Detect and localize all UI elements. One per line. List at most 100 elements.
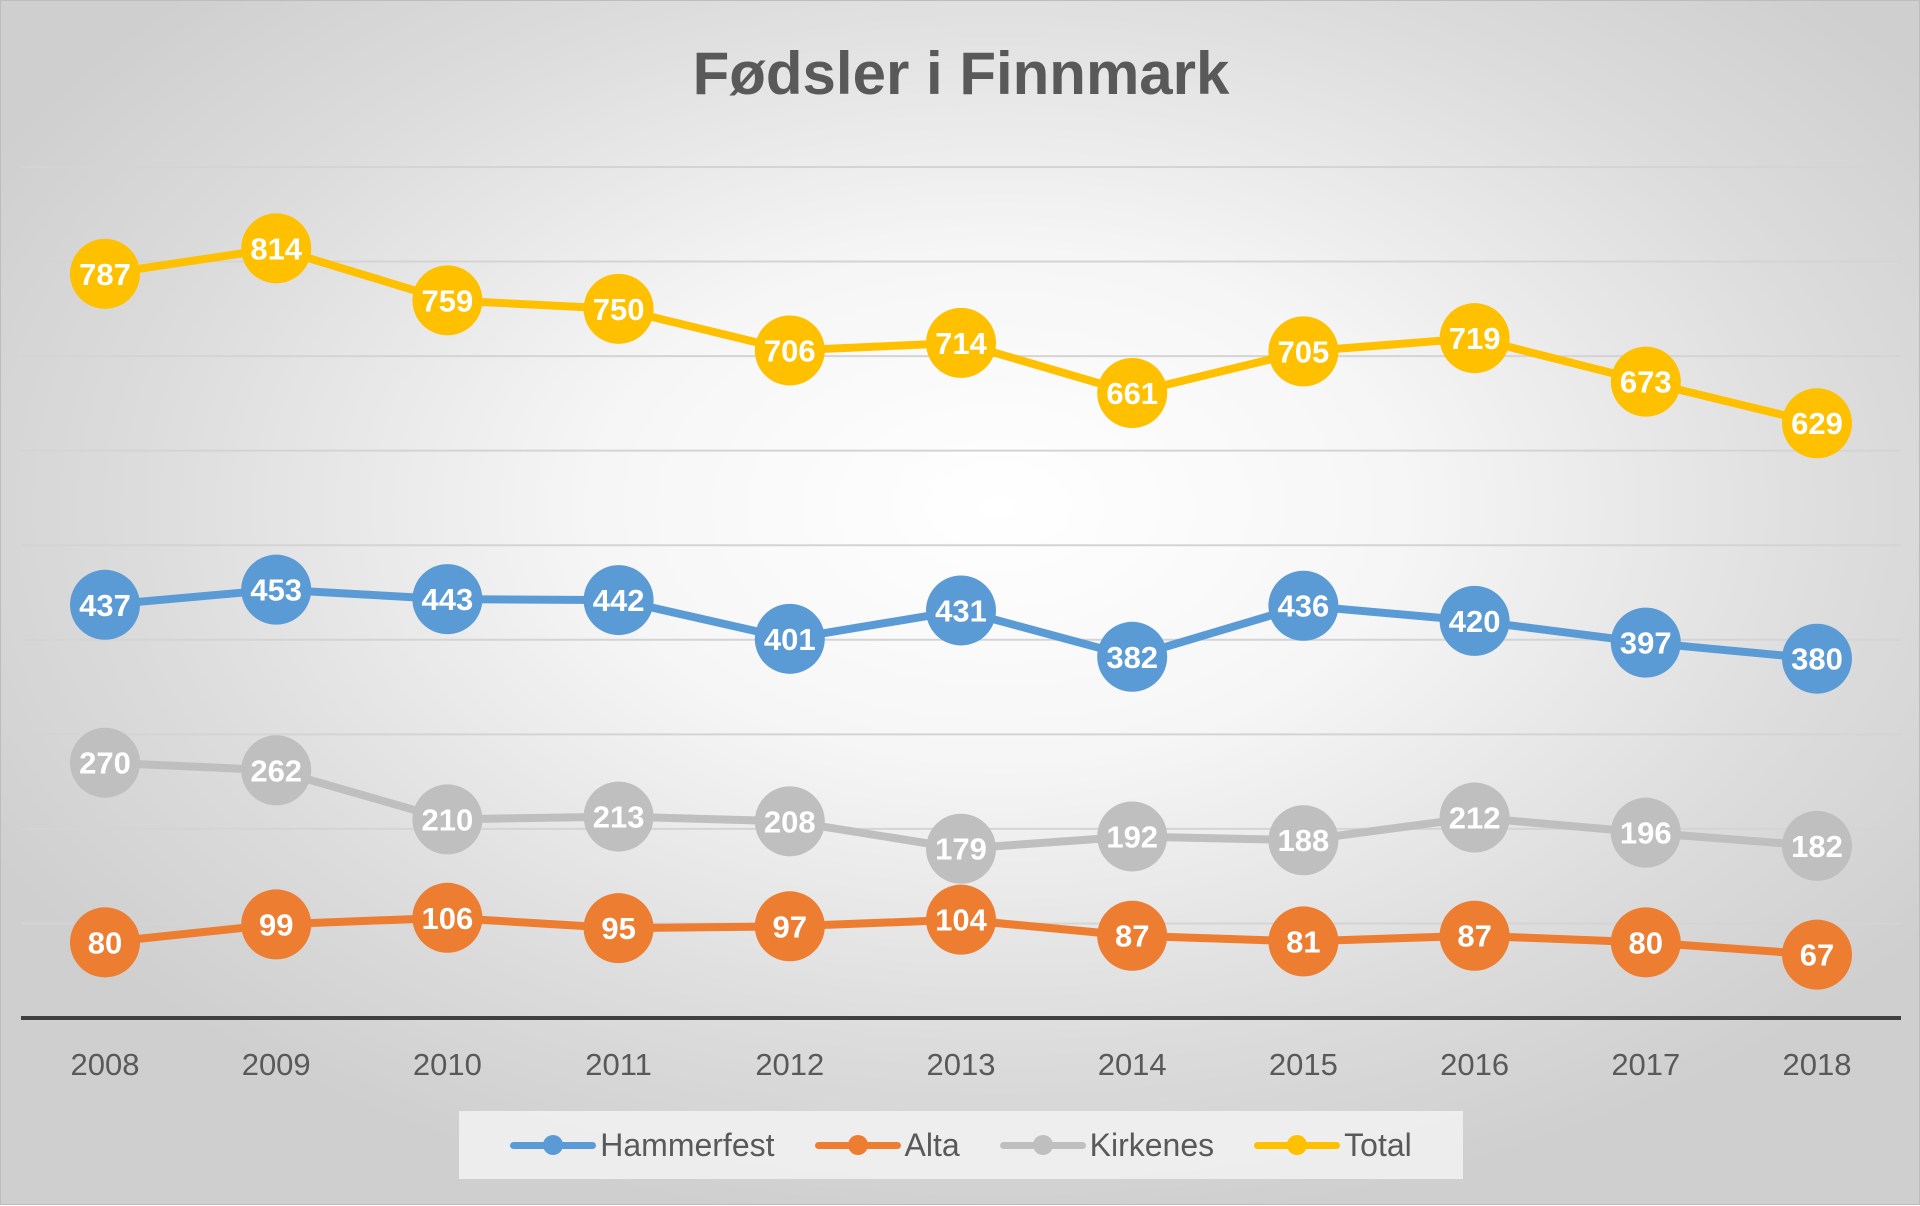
data-point-alta: [412, 882, 483, 953]
data-point-total: [583, 273, 654, 344]
data-point-total: [754, 315, 825, 386]
legend-item-kirkenes: Kirkenes: [999, 1126, 1215, 1164]
legend-item-total: Total: [1254, 1127, 1412, 1164]
data-label-kirkenes: 210: [422, 802, 474, 837]
data-point-hammerfest: [583, 565, 654, 636]
data-label-alta: 67: [1800, 938, 1834, 973]
data-label-total: 705: [1278, 334, 1330, 369]
data-point-kirkenes: [754, 786, 825, 857]
data-point-kirkenes: [583, 781, 654, 852]
data-label-total: 719: [1449, 321, 1501, 356]
series-hammerfest: 437 453 443 442 401 431 382 436 420 397 380: [70, 554, 1852, 694]
data-label-alta: 80: [88, 925, 122, 960]
data-point-hammerfest: [1782, 623, 1852, 694]
data-label-alta: 97: [773, 909, 807, 944]
data-point-alta: [1097, 900, 1168, 971]
data-point-total: [70, 238, 140, 309]
data-point-alta: [1268, 906, 1339, 977]
data-label-alta: 80: [1629, 925, 1663, 960]
x-tick-label: 2012: [755, 1047, 824, 1082]
data-label-hammerfest: 382: [1106, 640, 1158, 675]
data-label-hammerfest: 436: [1278, 589, 1330, 624]
data-point-hammerfest: [1439, 585, 1510, 656]
legend-item-hammerfest: Hammerfest: [510, 1126, 775, 1164]
legend-marker-alta: [814, 1135, 901, 1155]
data-label-kirkenes: 196: [1620, 816, 1672, 851]
data-label-hammerfest: 442: [593, 583, 645, 618]
data-point-alta: [926, 884, 996, 955]
x-tick-label: 2018: [1783, 1047, 1852, 1082]
data-point-alta: [70, 907, 140, 978]
legend: Hammerfest Alta Kirkenes Total: [459, 1111, 1463, 1179]
series-alta: 80 99 106 95 97 104 87 81 87 80 67: [70, 882, 1852, 990]
data-label-total: 706: [764, 333, 816, 368]
data-label-kirkenes: 179: [935, 832, 987, 867]
x-axis-ticks: 2008 2009 2010 2011 2012 2013 2014 2015 2016 2017…: [71, 1047, 1852, 1082]
data-label-hammerfest: 420: [1449, 604, 1501, 639]
data-label-alta: 99: [259, 907, 293, 942]
data-point-hammerfest: [70, 569, 140, 640]
x-tick-label: 2009: [242, 1047, 311, 1082]
legend-label-hammerfest: Hammerfest: [600, 1126, 775, 1163]
x-tick-label: 2011: [585, 1047, 652, 1082]
data-label-kirkenes: 213: [593, 800, 645, 835]
data-label-total: 759: [422, 283, 474, 318]
chart-title: Fødsler i Finnmark: [692, 40, 1230, 107]
data-point-kirkenes: [241, 735, 312, 806]
data-label-alta: 87: [1457, 919, 1491, 954]
data-point-hammerfest: [1268, 570, 1339, 641]
x-tick-label: 2016: [1440, 1047, 1509, 1082]
data-point-total: [1782, 388, 1852, 459]
data-point-total: [1268, 316, 1339, 387]
data-label-hammerfest: 431: [935, 593, 987, 628]
data-label-total: 814: [250, 231, 302, 266]
data-label-alta: 106: [422, 901, 474, 936]
data-label-hammerfest: 380: [1791, 642, 1843, 677]
data-point-kirkenes: [1782, 810, 1852, 881]
data-point-hammerfest: [926, 575, 996, 646]
data-point-total: [412, 265, 483, 336]
data-point-hammerfest: [1097, 621, 1168, 692]
data-label-total: 750: [593, 292, 645, 327]
data-label-total: 629: [1791, 406, 1843, 441]
data-point-kirkenes: [1610, 797, 1681, 868]
data-point-kirkenes: [70, 727, 140, 798]
legend-label-total: Total: [1344, 1126, 1412, 1163]
data-label-kirkenes: 270: [79, 746, 131, 781]
data-label-alta: 95: [601, 911, 635, 946]
data-point-alta: [1782, 919, 1852, 990]
data-label-kirkenes: 262: [250, 753, 302, 788]
gridlines: [21, 166, 1901, 925]
data-point-alta: [583, 893, 654, 964]
data-label-kirkenes: 188: [1278, 823, 1330, 858]
data-point-alta: [241, 889, 312, 960]
series-kirkenes: 270 262 210 213 208 179 192 188 212 196 182: [70, 727, 1852, 884]
x-tick-label: 2010: [413, 1047, 482, 1082]
x-tick-label: 2013: [927, 1047, 996, 1082]
data-point-alta: [1439, 900, 1510, 971]
data-label-hammerfest: 453: [250, 573, 302, 608]
data-point-alta: [754, 891, 825, 962]
data-point-hammerfest: [1610, 607, 1681, 678]
data-point-hammerfest: [412, 564, 483, 635]
data-label-kirkenes: 212: [1449, 801, 1501, 836]
data-label-total: 787: [79, 257, 131, 292]
x-tick-label: 2017: [1611, 1047, 1680, 1082]
data-point-hammerfest: [241, 554, 312, 625]
legend-label-kirkenes: Kirkenes: [1089, 1126, 1215, 1163]
data-label-total: 714: [935, 326, 987, 361]
data-label-total: 673: [1620, 365, 1672, 400]
series-total: 787 814 759 750 706 714 661 705 719 673 629: [70, 213, 1852, 459]
data-point-kirkenes: [1268, 805, 1339, 876]
data-label-total: 661: [1106, 376, 1158, 411]
data-label-kirkenes: 192: [1106, 819, 1158, 854]
data-point-hammerfest: [754, 603, 825, 674]
data-label-kirkenes: 182: [1791, 829, 1843, 864]
legend-label-alta: Alta: [904, 1126, 960, 1163]
data-label-alta: 104: [935, 903, 987, 938]
data-point-kirkenes: [926, 813, 996, 884]
data-label-hammerfest: 397: [1620, 626, 1672, 661]
legend-marker-kirkenes: [999, 1135, 1086, 1155]
